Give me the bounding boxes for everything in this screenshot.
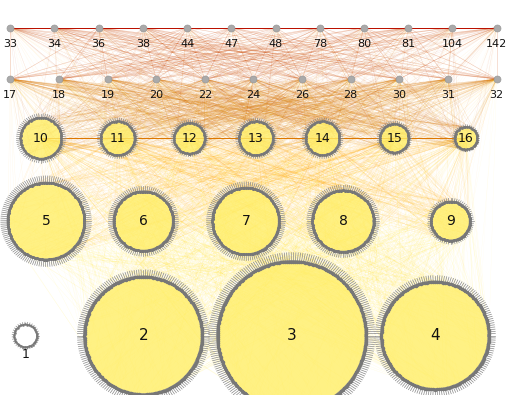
Text: 17: 17 [3, 90, 17, 100]
Polygon shape [218, 261, 366, 395]
Text: 80: 80 [357, 39, 371, 49]
Polygon shape [101, 121, 135, 155]
Text: 142: 142 [486, 39, 507, 49]
Text: 11: 11 [110, 132, 125, 145]
Polygon shape [380, 124, 409, 152]
Polygon shape [174, 123, 205, 154]
Text: 9: 9 [446, 214, 455, 228]
Polygon shape [8, 183, 84, 260]
Text: 10: 10 [33, 132, 49, 145]
Polygon shape [431, 202, 470, 241]
Text: 8: 8 [338, 214, 348, 228]
Text: 28: 28 [344, 90, 358, 100]
Text: 20: 20 [149, 90, 163, 100]
Text: 81: 81 [401, 39, 415, 49]
Polygon shape [312, 190, 374, 252]
Text: 2: 2 [139, 328, 148, 343]
Polygon shape [239, 121, 273, 155]
Text: 32: 32 [489, 90, 504, 100]
Text: 12: 12 [182, 132, 197, 145]
Text: 36: 36 [92, 39, 105, 49]
Text: 19: 19 [100, 90, 115, 100]
Text: 48: 48 [268, 39, 283, 49]
Polygon shape [114, 192, 173, 251]
Polygon shape [455, 127, 477, 150]
Polygon shape [306, 121, 339, 155]
Text: 15: 15 [386, 132, 402, 145]
Text: 44: 44 [180, 39, 194, 49]
Polygon shape [84, 277, 202, 395]
Text: 22: 22 [198, 90, 212, 100]
Text: 7: 7 [241, 214, 250, 228]
Text: 47: 47 [224, 39, 239, 49]
Text: 26: 26 [295, 90, 309, 100]
Text: 31: 31 [441, 90, 455, 100]
Text: 6: 6 [139, 214, 148, 228]
Text: 16: 16 [458, 132, 474, 145]
Text: 34: 34 [48, 39, 61, 49]
Text: 30: 30 [392, 90, 407, 100]
Polygon shape [381, 282, 489, 389]
Text: 14: 14 [315, 132, 330, 145]
Text: 33: 33 [3, 39, 17, 49]
Text: 3: 3 [287, 328, 297, 343]
Text: 104: 104 [442, 39, 463, 49]
Text: 1: 1 [22, 348, 30, 361]
Text: 18: 18 [52, 90, 66, 100]
Polygon shape [20, 118, 61, 159]
Text: 5: 5 [41, 214, 51, 228]
Text: 38: 38 [136, 39, 150, 49]
Text: 13: 13 [248, 132, 264, 145]
Text: 24: 24 [246, 90, 261, 100]
Polygon shape [212, 188, 279, 254]
Text: 78: 78 [313, 39, 327, 49]
Text: 4: 4 [431, 328, 440, 343]
